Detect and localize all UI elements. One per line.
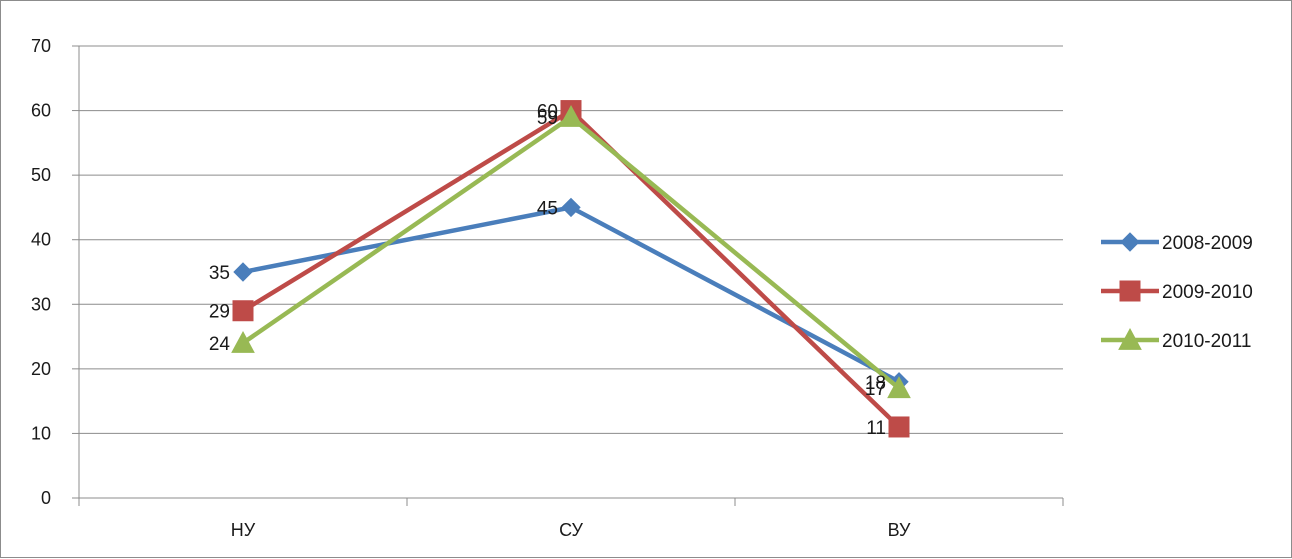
data-label: 17 <box>865 379 886 400</box>
data-label: 45 <box>537 198 558 219</box>
data-label: 24 <box>209 334 231 355</box>
y-tick-label: 70 <box>31 36 51 56</box>
y-tick-label: 30 <box>31 294 51 314</box>
legend-marker <box>1118 327 1142 350</box>
data-point <box>232 300 254 322</box>
x-tick-label: ВУ <box>888 520 911 540</box>
series <box>231 100 911 438</box>
y-tick-label: 60 <box>31 101 51 121</box>
y-tick-label: 0 <box>41 488 51 508</box>
data-point <box>888 416 910 438</box>
data-label: 35 <box>209 263 230 284</box>
series-line <box>242 205 901 384</box>
x-tick-label: НУ <box>231 520 256 540</box>
data-label: 59 <box>537 108 558 129</box>
data-label: 18 <box>865 373 886 394</box>
x-tick-label: СУ <box>559 520 583 540</box>
legend-marker <box>1120 232 1140 252</box>
legend-label: 2008-2009 <box>1162 233 1253 254</box>
data-labels: 35 45 18 29 60 11 24 59 17 <box>209 102 886 439</box>
legend-label: 2009-2010 <box>1162 282 1253 303</box>
legend-label: 2010-2011 <box>1162 331 1251 352</box>
data-point <box>233 262 253 282</box>
data-point <box>231 330 255 353</box>
data-point <box>559 104 583 127</box>
y-tick-label: 40 <box>31 230 51 250</box>
data-label: 29 <box>209 302 230 323</box>
data-point <box>561 197 581 218</box>
y-tick-label: 20 <box>31 359 51 379</box>
y-tick-label: 10 <box>31 423 51 443</box>
x-tick-labels: НУ СУ ВУ <box>231 520 911 540</box>
series-line <box>241 108 901 429</box>
y-tick-labels: 0 10 20 30 40 50 60 70 <box>31 36 51 508</box>
data-point <box>887 376 911 399</box>
y-tick-label: 50 <box>31 165 51 185</box>
axes <box>72 45 1064 506</box>
legend-marker <box>1119 280 1141 302</box>
data-label: 60 <box>537 102 558 123</box>
legend: 2008-2009 2009-2010 2010-2011 <box>1101 232 1253 352</box>
data-label: 11 <box>866 418 886 439</box>
